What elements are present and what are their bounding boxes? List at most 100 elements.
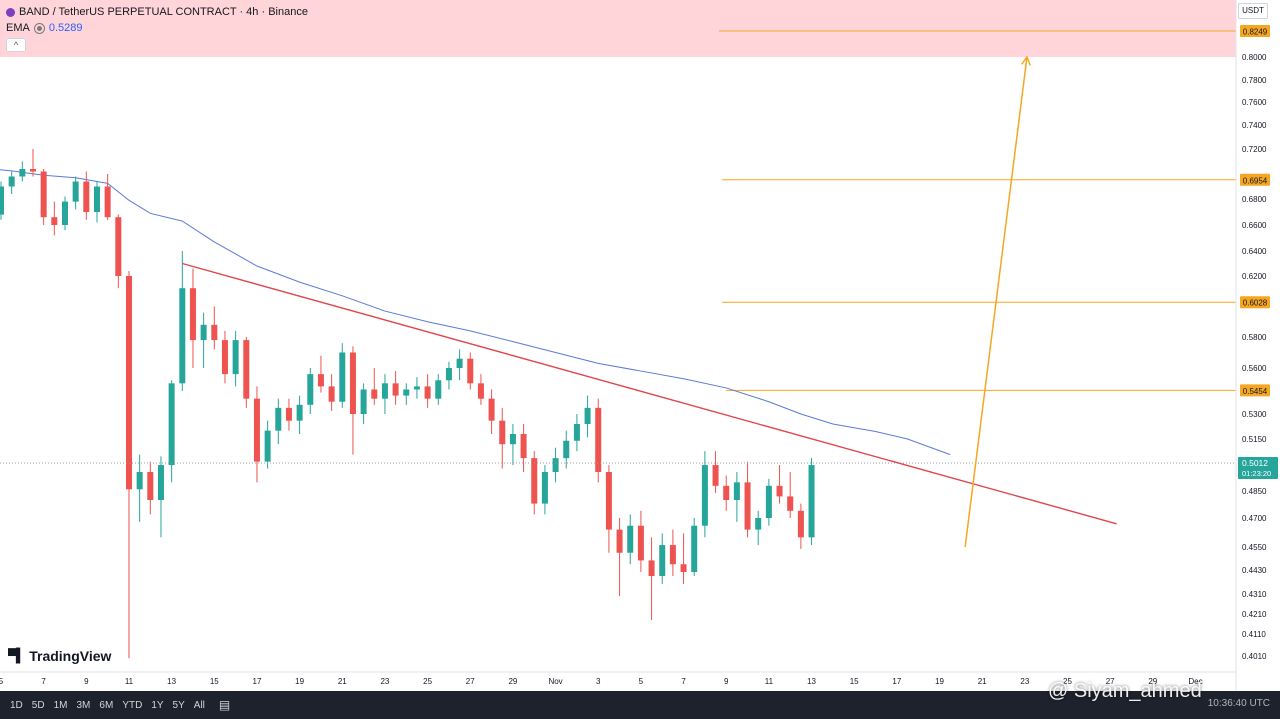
candle-countdown: 01:23:20 — [1242, 469, 1271, 478]
candle — [691, 518, 698, 576]
price-tick-label: 0.5300 — [1242, 410, 1267, 419]
collapse-legend-button[interactable]: ^ — [6, 38, 26, 52]
candle — [0, 181, 4, 220]
timeframe-ytd[interactable]: YTD — [122, 699, 143, 711]
price-tick-label: 0.5150 — [1242, 435, 1267, 444]
price-tick-label: 0.6600 — [1242, 221, 1267, 230]
candle — [339, 343, 346, 408]
price-axis[interactable]: 0.4010 0.4110 0.4210 0.4310 0.4430 0.4550 0.47… — [1242, 53, 1267, 661]
candle — [765, 478, 772, 526]
timeframe-6m[interactable]: 6M — [99, 699, 114, 711]
candle — [296, 395, 303, 434]
time-tick-label: 3 — [596, 677, 601, 686]
candle-body — [157, 465, 164, 500]
candle-body — [637, 525, 644, 561]
tradingview-logo[interactable]: ▀▍ TradingView — [8, 648, 111, 664]
price-tick-label: 0.4430 — [1242, 566, 1267, 575]
candle-body — [605, 471, 612, 530]
timeframe-5d[interactable]: 5D — [31, 699, 45, 711]
candle — [211, 306, 218, 350]
candle — [563, 430, 570, 469]
candle — [541, 465, 548, 515]
level-label: 0.5454 — [1243, 387, 1268, 396]
candle-body — [477, 383, 484, 399]
candle — [808, 458, 815, 546]
price-tick-label: 0.5600 — [1242, 364, 1267, 373]
price-tick-label: 0.6200 — [1242, 272, 1267, 281]
calendar-icon[interactable]: ▤ — [218, 698, 231, 712]
candle-body — [669, 545, 676, 565]
candle — [701, 451, 708, 538]
level-badge-0.8249 — [1240, 25, 1270, 37]
candle-body — [307, 374, 314, 405]
candle — [595, 398, 602, 483]
price-levels[interactable] — [719, 30, 1236, 391]
projection-arrow[interactable] — [964, 55, 1031, 548]
ema-row[interactable]: EMA 0.5289 — [6, 20, 308, 36]
candle — [147, 461, 154, 515]
candle — [83, 171, 90, 220]
utc-clock[interactable]: 10:36:40 UTC — [1207, 698, 1270, 709]
time-tick-label: 27 — [466, 677, 475, 686]
time-tick-label: 13 — [807, 677, 816, 686]
candle-body — [627, 525, 634, 553]
timeframe-5y[interactable]: 5Y — [172, 699, 185, 711]
candle — [328, 374, 335, 411]
price-chart[interactable]: 0.4010 0.4110 0.4210 0.4310 0.4430 0.4550 0.47… — [0, 0, 1280, 691]
timeframe-all[interactable]: All — [193, 699, 205, 711]
candle — [584, 395, 591, 438]
candle — [499, 407, 506, 469]
time-axis[interactable]: 5 7 9 11 13 15 17 19 21 23 25 27 29 Nov 3 5 7 9 11 13 15 17 19… — [0, 677, 1203, 686]
candle-body — [413, 386, 420, 390]
candle-body — [29, 169, 36, 172]
candle — [19, 161, 26, 182]
candle-body — [253, 398, 260, 462]
ema-settings-icon[interactable] — [33, 22, 45, 34]
currency-selector[interactable]: USDT — [1238, 3, 1268, 19]
time-tick-label: 5 — [639, 677, 644, 686]
candle — [200, 312, 207, 368]
price-tick-label: 0.4210 — [1242, 610, 1267, 619]
candle-body — [392, 383, 399, 396]
timeframe-1y[interactable]: 1Y — [151, 699, 164, 711]
time-tick-label: 9 — [84, 677, 89, 686]
timeframe-1m[interactable]: 1M — [53, 699, 68, 711]
candle-body — [445, 368, 452, 381]
price-tick-label: 0.4010 — [1242, 652, 1267, 661]
candle-body — [776, 485, 783, 497]
candle — [733, 471, 740, 522]
candle-body — [179, 288, 186, 384]
chart-legend: BAND / TetherUS PERPETUAL CONTRACT · 4h … — [6, 4, 308, 36]
timeframe-3m[interactable]: 3M — [76, 699, 91, 711]
candle-body — [221, 340, 228, 375]
candle-body — [211, 324, 218, 341]
candle-body — [125, 276, 132, 490]
time-tick-label: Dec — [1188, 677, 1202, 686]
candle-body — [264, 430, 271, 462]
candle — [221, 330, 228, 384]
time-tick-label: 25 — [423, 677, 432, 686]
candle-body — [371, 389, 378, 399]
time-tick-label: 7 — [41, 677, 46, 686]
candle — [627, 514, 634, 565]
timeframe-1d[interactable]: 1D — [10, 699, 23, 711]
time-tick-label: 15 — [850, 677, 859, 686]
watermark-text: @ Siyam_ahmed — [1048, 680, 1202, 702]
time-tick-label: 25 — [1063, 677, 1072, 686]
candle-body — [360, 389, 367, 414]
descending-trendline[interactable] — [182, 262, 1117, 525]
candle — [605, 465, 612, 553]
time-tick-label: 23 — [1020, 677, 1029, 686]
candle-body — [285, 407, 292, 421]
candle — [371, 368, 378, 405]
candle — [573, 414, 580, 452]
candle-body — [488, 398, 495, 421]
candle — [413, 377, 420, 399]
candle-body — [595, 407, 602, 472]
symbol-row[interactable]: BAND / TetherUS PERPETUAL CONTRACT · 4h … — [6, 4, 308, 20]
price-tick-label: 0.6400 — [1242, 247, 1267, 256]
price-tick-label: 0.7400 — [1242, 121, 1267, 130]
candle-body — [712, 465, 719, 486]
candle — [232, 330, 239, 387]
